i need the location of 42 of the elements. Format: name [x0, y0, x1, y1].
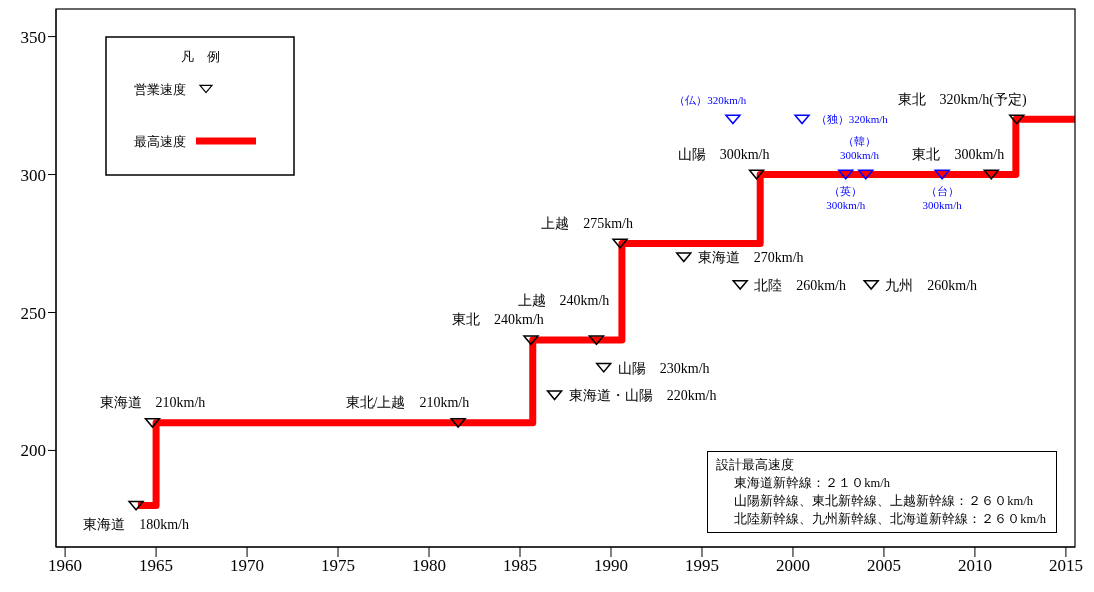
annotation: 東海道新幹線：２１０km/h — [733, 475, 891, 492]
x-tick-label: 1990 — [593, 556, 628, 576]
y-tick-label: 350 — [20, 27, 46, 47]
y-tick-label: 300 — [20, 165, 46, 185]
x-tick-label: 2010 — [957, 556, 992, 576]
annotation: 山陽新幹線、東北新幹線、上越新幹線：２６０km/h — [733, 493, 1034, 510]
x-tick-label: 2015 — [1048, 556, 1083, 576]
legend-label: 営業速度 — [134, 82, 186, 97]
annotation: 山陽 230km/h — [617, 360, 710, 376]
annotation: 東海道 270km/h — [697, 250, 804, 266]
annotation: 北陸新幹線、九州新幹線、北海道新幹線：２６０km/h — [733, 511, 1046, 528]
x-tick-label: 2000 — [775, 556, 810, 576]
y-tick-label: 250 — [20, 303, 46, 323]
legend-title: 凡 例 — [180, 49, 220, 64]
legend-label: 最高速度 — [134, 134, 186, 149]
y-tick-label: 200 — [20, 441, 46, 461]
annotation: 設計最高速度 — [716, 457, 796, 474]
annotation: 北陸 260km/h — [754, 277, 847, 293]
annotation: （独）320km/h — [815, 113, 889, 126]
annotation: 上越 275km/h — [541, 215, 634, 231]
x-tick-label: 1970 — [230, 556, 265, 576]
annotation: 山陽 300km/h — [677, 146, 770, 162]
x-tick-label: 1995 — [684, 556, 719, 576]
annotation: （台） 300km/h — [922, 185, 963, 212]
x-tick-label: 1960 — [48, 556, 83, 576]
annotation: （仏）320km/h — [674, 94, 747, 107]
annotation: 東北 300km/h — [912, 146, 1005, 162]
x-tick-label: 2005 — [866, 556, 901, 576]
x-tick-label: 1980 — [412, 556, 447, 576]
annotation: 東北 240km/h — [452, 312, 544, 328]
annotation: 上越 240km/h — [517, 293, 610, 309]
annotation: 東海道 180km/h — [83, 517, 189, 533]
annotation: 九州 260km/h — [885, 277, 978, 293]
x-tick-label: 1965 — [139, 556, 174, 576]
annotation: （韓） 300km/h — [840, 135, 880, 162]
annotation: （英） 300km/h — [826, 185, 866, 212]
annotation: 東北/上越 210km/h — [345, 395, 470, 411]
annotation: 東北 320km/h(予定) — [897, 91, 1028, 108]
x-tick-label: 1985 — [503, 556, 538, 576]
x-tick-label: 1975 — [321, 556, 356, 576]
annotation: 東海道 210km/h — [99, 395, 206, 411]
annotation: 東海道・山陽 220km/h — [568, 388, 717, 404]
